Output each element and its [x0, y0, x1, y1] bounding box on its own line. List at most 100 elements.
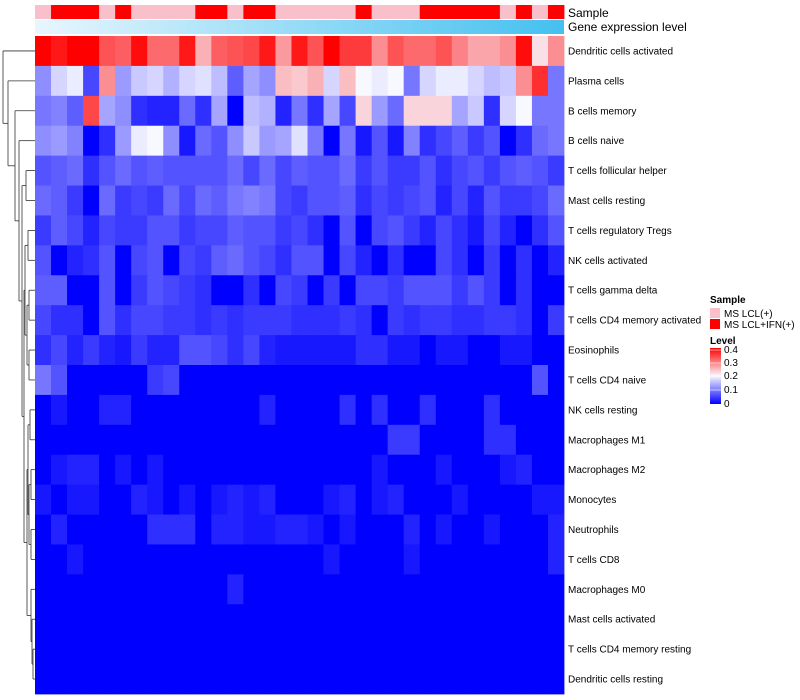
heatmap-cell — [243, 514, 260, 545]
heatmap-cell — [547, 574, 565, 605]
heatmap-cell — [451, 634, 469, 665]
heatmap-cell — [499, 275, 517, 306]
sample-annotation-cell — [483, 5, 501, 19]
heatmap-cell — [547, 155, 565, 186]
sample-annotation-cell — [99, 5, 116, 19]
heatmap-cell — [259, 394, 276, 426]
heatmap-cell — [259, 634, 276, 665]
heatmap-cell — [291, 215, 308, 246]
heatmap-cell — [179, 484, 196, 515]
heatmap-cell — [51, 65, 68, 97]
heatmap-cell — [67, 155, 84, 186]
heatmap-cell — [259, 245, 276, 276]
heatmap-cell — [291, 664, 308, 695]
row-label: T cells gamma delta — [568, 286, 658, 297]
heatmap-cell — [451, 125, 469, 157]
heatmap-cell — [275, 245, 292, 276]
heatmap-cell — [227, 305, 244, 336]
heatmap-cell — [531, 215, 549, 246]
heatmap-cell — [211, 634, 228, 665]
heatmap-cell — [147, 155, 164, 186]
heatmap-cell — [195, 484, 212, 515]
heatmap-cell — [131, 215, 148, 246]
heatmap-cell — [355, 664, 373, 695]
heatmap-cell — [339, 275, 357, 306]
heatmap-cell — [451, 574, 469, 605]
sample-annotation-cell — [195, 5, 212, 19]
heatmap-cell — [147, 484, 164, 515]
heatmap-cell — [323, 365, 340, 396]
heatmap-cell — [387, 514, 405, 545]
heatmap-cell — [355, 544, 373, 575]
heatmap-cell — [227, 424, 244, 456]
heatmap-cell — [515, 185, 533, 216]
heatmap-cell — [419, 36, 437, 67]
heatmap-cell — [115, 394, 132, 426]
row-label: T cells regulatory Tregs — [568, 226, 672, 237]
heatmap-cell — [227, 664, 244, 695]
heatmap-cell — [83, 185, 100, 216]
heatmap-cell — [291, 305, 308, 336]
heatmap-cell — [371, 36, 389, 67]
heatmap-cell — [83, 514, 100, 545]
heatmap-cell — [51, 125, 68, 157]
heatmap-cell — [83, 215, 100, 246]
heatmap-cell — [83, 484, 100, 515]
heatmap-cell — [515, 394, 533, 426]
heatmap-cell — [467, 484, 485, 515]
heatmap-cell — [35, 454, 52, 486]
heatmap-cell — [259, 305, 276, 336]
heatmap-cell — [403, 514, 421, 545]
heatmap-cell — [259, 574, 276, 605]
heatmap-cell — [67, 544, 84, 575]
heatmap-cell — [275, 36, 292, 67]
heatmap-cell — [147, 514, 164, 545]
heatmap-cell — [227, 365, 244, 396]
heatmap-cell — [115, 245, 132, 276]
heatmap-cell — [35, 514, 52, 545]
heatmap-cell — [179, 664, 196, 695]
heatmap-cell — [131, 664, 148, 695]
heatmap-cell — [531, 454, 549, 486]
heatmap-cell — [467, 36, 485, 67]
heatmap-cell — [83, 544, 100, 575]
heatmap-cell — [467, 634, 485, 665]
heatmap-cell — [483, 155, 501, 186]
heatmap-cell — [355, 424, 373, 456]
heatmap-cell — [275, 95, 292, 127]
heatmap-cell — [195, 275, 212, 306]
heatmap-cell — [355, 454, 373, 486]
heatmap-cell — [387, 544, 405, 575]
heatmap-cell — [51, 544, 68, 575]
heatmap-cell — [307, 125, 324, 157]
heatmap-cell — [419, 574, 437, 605]
heatmap-cell — [307, 335, 324, 366]
heatmap-cell — [547, 245, 565, 276]
heatmap-cell — [387, 335, 405, 366]
heatmap-cell — [147, 275, 164, 306]
heatmap-cell — [483, 574, 501, 605]
heatmap-cell — [163, 394, 180, 426]
heatmap-cell — [371, 305, 389, 336]
heatmap-cell — [323, 305, 340, 336]
heatmap-cell — [83, 36, 100, 67]
heatmap-cell — [195, 245, 212, 276]
heatmap-cell — [211, 275, 228, 306]
heatmap-cell — [67, 574, 84, 605]
heatmap-cell — [515, 365, 533, 396]
heatmap-cell — [467, 365, 485, 396]
heatmap-cell — [115, 664, 132, 695]
sample-annotation-cell — [35, 5, 52, 19]
heatmap-cell — [451, 664, 469, 695]
heatmap-cell — [435, 365, 453, 396]
heatmap-cell — [451, 335, 469, 366]
heatmap-cell — [51, 245, 68, 276]
heatmap-cell — [339, 245, 357, 276]
heatmap-cell — [547, 544, 565, 575]
heatmap-cell — [147, 574, 164, 605]
heatmap-cell — [51, 484, 68, 515]
heatmap-cell — [435, 664, 453, 695]
heatmap-cell — [419, 185, 437, 216]
heatmap-cell — [67, 514, 84, 545]
heatmap-cell — [163, 634, 180, 665]
